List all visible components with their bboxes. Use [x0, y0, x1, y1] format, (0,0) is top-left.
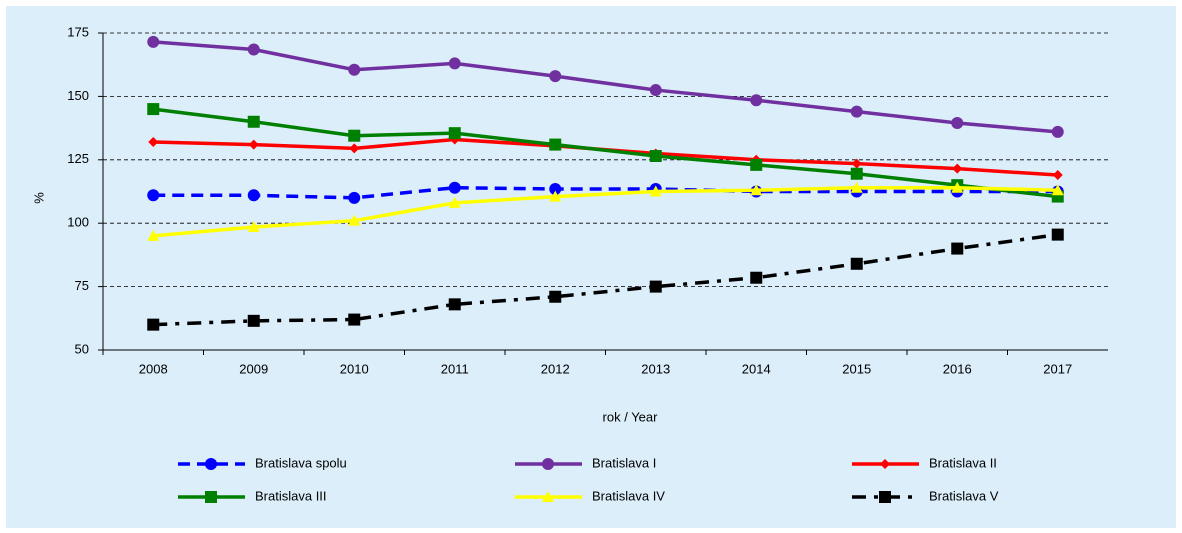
x-tick-label: 2017	[1043, 361, 1072, 376]
legend-marker	[205, 458, 217, 470]
data-point	[247, 115, 260, 128]
series-line	[153, 232, 1058, 327]
legend-marker	[542, 491, 554, 502]
data-point	[1052, 170, 1063, 181]
data-point	[850, 257, 863, 270]
data-point	[850, 105, 863, 118]
data-point	[1051, 228, 1064, 241]
data-point	[951, 117, 964, 130]
data-point	[750, 158, 763, 171]
legend-label: Bratislava spolu	[255, 455, 347, 470]
data-point	[649, 84, 662, 97]
data-point	[649, 280, 662, 293]
y-tick-label: 75	[75, 278, 89, 293]
data-point	[247, 43, 260, 56]
data-point	[147, 103, 160, 116]
data-point	[348, 191, 361, 204]
legend-label: Bratislava V	[929, 488, 999, 503]
data-point	[1051, 184, 1064, 196]
data-point	[850, 167, 863, 180]
chart-background	[6, 6, 1176, 528]
data-point	[247, 221, 260, 233]
data-point	[649, 185, 662, 197]
x-tick-label: 2010	[340, 361, 369, 376]
legend-label: Bratislava II	[929, 455, 997, 470]
data-point	[448, 127, 461, 140]
data-point	[549, 138, 562, 151]
data-point	[448, 181, 461, 194]
data-point	[348, 214, 361, 226]
data-point	[549, 190, 562, 202]
x-tick-label: 2011	[441, 361, 469, 376]
x-tick-label: 2015	[842, 361, 871, 376]
data-point	[750, 184, 763, 196]
data-point	[349, 143, 360, 154]
data-point	[851, 158, 862, 169]
data-point	[750, 271, 763, 284]
series-line	[153, 40, 1058, 134]
data-point	[248, 139, 259, 150]
data-point	[147, 318, 160, 331]
data-point	[348, 313, 361, 326]
x-tick-label: 2009	[239, 361, 268, 376]
y-axis-label: %	[31, 192, 46, 204]
y-tick-label: 150	[67, 88, 89, 103]
x-axis-label: rok / Year	[603, 409, 659, 424]
y-tick-label: 50	[75, 341, 89, 356]
data-point	[147, 35, 160, 48]
x-tick-label: 2014	[742, 361, 771, 376]
data-point	[348, 63, 361, 76]
data-point	[549, 290, 562, 303]
data-point	[448, 196, 461, 208]
data-point	[951, 242, 964, 255]
data-point	[549, 182, 562, 195]
data-point	[348, 129, 361, 142]
legend-marker	[542, 458, 554, 470]
data-point	[147, 229, 160, 241]
legend-marker	[879, 491, 891, 503]
y-tick-label: 100	[67, 215, 89, 230]
data-point	[147, 189, 160, 202]
data-point	[750, 94, 763, 107]
legend-marker	[205, 491, 217, 503]
data-point	[549, 70, 562, 83]
data-point	[952, 163, 963, 174]
x-tick-label: 2008	[139, 361, 168, 376]
data-point	[850, 181, 863, 193]
legend-label: Bratislava IV	[592, 488, 665, 503]
data-point	[148, 137, 159, 148]
data-point	[649, 149, 662, 162]
x-tick-label: 2013	[641, 361, 670, 376]
legend-label: Bratislava I	[592, 455, 656, 470]
y-tick-label: 175	[67, 24, 89, 39]
data-point	[448, 298, 461, 311]
series-line	[153, 107, 1058, 199]
legend-label: Bratislava III	[255, 488, 327, 503]
data-point	[448, 57, 461, 70]
legend-marker	[880, 459, 890, 469]
x-tick-label: 2016	[943, 361, 972, 376]
series-line	[153, 185, 1058, 238]
y-tick-label: 125	[67, 151, 89, 166]
data-point	[1051, 125, 1064, 138]
x-tick-label: 2012	[541, 361, 570, 376]
data-point	[247, 314, 260, 327]
data-point	[951, 181, 964, 193]
data-point	[247, 189, 260, 202]
